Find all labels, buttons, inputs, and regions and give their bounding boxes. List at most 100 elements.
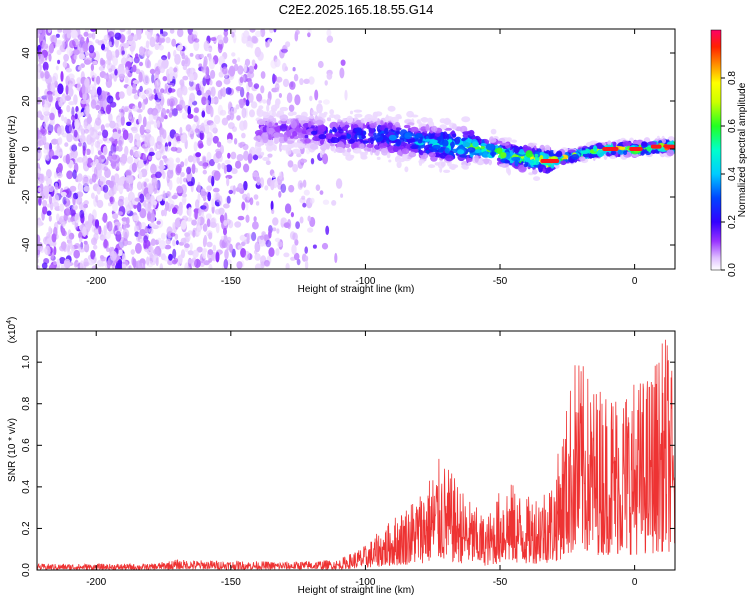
heatmap-cell <box>77 173 83 182</box>
heatmap-cell <box>79 209 85 219</box>
heatmap-cell <box>100 59 106 65</box>
heatmap-cell <box>441 139 449 147</box>
colorbar-tick-label: 0.2 <box>727 215 738 229</box>
heatmap-plot-area <box>37 29 675 269</box>
heatmap-cell <box>240 248 247 258</box>
heatmap-cell <box>511 156 520 162</box>
heatmap-cell <box>250 101 258 109</box>
heatmap-cell <box>297 134 304 139</box>
heatmap-cell <box>192 229 196 238</box>
heatmap-cell <box>49 112 55 121</box>
heatmap-cell <box>415 142 425 146</box>
heatmap-cell <box>139 46 145 56</box>
heatmap-cell <box>120 115 125 126</box>
heatmap-cell <box>227 152 231 159</box>
heatmap-cell <box>241 107 247 119</box>
heatmap-cell <box>132 40 136 50</box>
heatmap-cell <box>254 263 262 269</box>
heatmap-cell <box>247 80 253 88</box>
heatmap-cell <box>294 94 301 106</box>
heatmap-cell <box>425 149 430 154</box>
heatmap-cell <box>293 136 299 140</box>
heatmap-cell <box>273 29 277 33</box>
heatmap-cell <box>101 43 106 51</box>
snr-ytick-label: 0.4 <box>21 479 32 493</box>
heatmap-cell <box>168 179 173 191</box>
heatmap-cell <box>112 213 119 220</box>
heatmap-cell <box>133 203 138 209</box>
heatmap-cell <box>370 137 374 145</box>
heatmap-cell <box>60 241 67 250</box>
heatmap-cell <box>275 122 279 126</box>
heatmap-cell <box>123 107 129 113</box>
heatmap-cell <box>58 151 63 157</box>
heatmap-cell <box>153 248 160 256</box>
heatmap-cell <box>181 112 188 120</box>
heatmap-cell <box>150 163 157 175</box>
heatmap-cell <box>223 234 228 243</box>
heatmap-cell <box>38 196 42 206</box>
heatmap-cell <box>156 220 161 225</box>
heatmap-cell <box>319 150 323 159</box>
heatmap-cell <box>145 30 149 36</box>
heatmap-cell <box>117 129 122 134</box>
heatmap-cell <box>91 32 96 40</box>
heatmap-cell <box>192 249 199 258</box>
heatmap-cell <box>256 93 263 102</box>
heatmap-cell <box>352 142 357 149</box>
heatmap-cell <box>210 37 217 42</box>
heatmap-cell <box>450 141 455 149</box>
heatmap-cell <box>139 85 143 92</box>
heatmap-cell <box>105 180 112 185</box>
heatmap-cell <box>48 194 53 205</box>
heatmap-cell <box>116 144 123 152</box>
snr-ytick-label: 1.0 <box>21 355 32 369</box>
heatmap-cell <box>303 78 310 85</box>
heatmap-cell <box>62 61 68 68</box>
heatmap-cell <box>68 101 75 106</box>
heatmap-cell <box>61 114 65 122</box>
heatmap-cell <box>329 121 339 130</box>
heatmap-cell <box>306 138 310 144</box>
heatmap-ridge-peak <box>664 144 675 149</box>
heatmap-cell <box>149 136 155 147</box>
heatmap-cell <box>96 199 104 209</box>
heatmap-cell <box>245 214 250 223</box>
snr-ytick-label: 0.8 <box>21 396 32 410</box>
heatmap-cell <box>65 29 72 34</box>
heatmap-cell <box>52 202 60 208</box>
heatmap-cell <box>79 134 86 143</box>
heatmap-cell <box>278 191 282 198</box>
heatmap-cell <box>157 59 163 70</box>
heatmap-cell <box>115 230 122 242</box>
heatmap-cell <box>315 184 321 191</box>
heatmap-cell <box>118 67 125 77</box>
heatmap-cell <box>41 29 46 37</box>
heatmap-cell <box>163 256 169 262</box>
heatmap-cell <box>267 153 273 158</box>
heatmap-cell <box>56 49 62 55</box>
heatmap-cell <box>394 156 399 163</box>
heatmap-cell <box>395 127 402 131</box>
heatmap-cell <box>274 237 281 243</box>
heatmap-cell <box>315 119 324 126</box>
heatmap-cell <box>67 251 73 256</box>
heatmap-cell <box>161 209 165 217</box>
heatmap-cell <box>254 46 261 58</box>
heatmap-cell <box>169 29 175 34</box>
heatmap-cell <box>528 160 535 164</box>
heatmap-cell <box>189 242 193 251</box>
heatmap-cell <box>329 109 335 115</box>
heatmap-cell <box>162 76 168 82</box>
heatmap-cell <box>288 184 295 193</box>
heatmap-cell <box>174 218 180 228</box>
heatmap-cell <box>83 121 88 129</box>
heatmap-cell <box>243 120 248 129</box>
heatmap-cell <box>439 167 443 173</box>
heatmap-cell <box>387 105 396 112</box>
heatmap-cell <box>273 117 277 125</box>
heatmap-cell <box>442 131 448 140</box>
heatmap-cell <box>175 157 181 163</box>
heatmap-cell <box>70 29 78 39</box>
heatmap-cell <box>214 97 219 103</box>
